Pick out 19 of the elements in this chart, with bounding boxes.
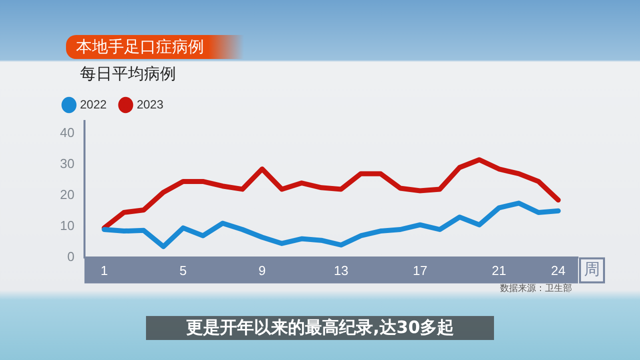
x-axis-title: 周	[584, 260, 600, 279]
x-tick-label: 24	[551, 262, 566, 278]
legend-label: 2022	[80, 97, 108, 112]
y-tick-label: 0	[67, 248, 74, 264]
y-tick-label: 20	[60, 186, 74, 202]
x-tick-label: 17	[412, 262, 428, 278]
y-tick-label: 30	[60, 156, 74, 171]
chart-title: 本地手足口症病例	[66, 35, 244, 59]
y-tick-label: 40	[60, 124, 74, 140]
x-tick-label: 13	[334, 262, 348, 278]
chart-subtitle: 每日平均病例	[80, 64, 176, 85]
source-note: 数据来源：卫生部	[500, 282, 572, 295]
legend-label: 2023	[136, 97, 164, 112]
x-tick-label: 21	[492, 262, 506, 278]
x-tick-label: 9	[258, 262, 266, 278]
x-tick-label: 5	[180, 262, 187, 278]
text: 更是开年以来的最高纪录,达30多起	[146, 316, 494, 340]
x-tick-label: 1	[100, 262, 108, 278]
y-tick-label: 10	[60, 218, 74, 233]
